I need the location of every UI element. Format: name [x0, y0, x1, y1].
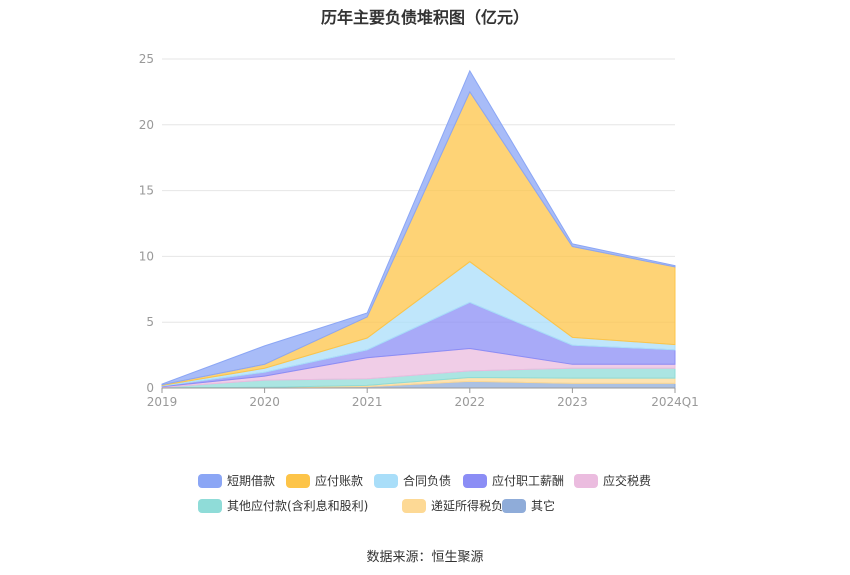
- legend-label: 其他应付款(含利息和股利): [227, 499, 369, 513]
- legend-label: 短期借款: [227, 474, 276, 488]
- y-tick-label: 15: [139, 184, 154, 198]
- legend-swatch: [463, 473, 487, 488]
- axes: 0 5 10 15 20 25 2019 2020 2021 2022 2023 2024Q1: [139, 52, 699, 409]
- legend-item[interactable]: 递延所得税负债: [402, 497, 515, 514]
- y-tick-label: 25: [139, 52, 154, 66]
- legend-item[interactable]: 其他应付款(含利息和股利): [198, 497, 368, 514]
- legend-swatch: [286, 473, 310, 488]
- legend-item[interactable]: 合同负债: [374, 472, 451, 489]
- x-tick-label: 2023: [557, 395, 588, 409]
- area-series: [161, 69, 676, 389]
- x-tick-label: 2020: [249, 395, 280, 409]
- y-tick-label: 0: [146, 381, 154, 395]
- legend-label: 递延所得税负债: [431, 499, 516, 513]
- area-短期借款: [161, 69, 676, 386]
- x-tick-label: 2021: [352, 395, 383, 409]
- legend-item[interactable]: 应付职工薪酬: [463, 472, 564, 489]
- legend-label: 应付账款: [315, 474, 364, 488]
- legend-label: 其它: [531, 499, 556, 513]
- y-tick-label: 20: [139, 118, 154, 132]
- x-tick-label: 2024Q1: [651, 395, 699, 409]
- x-tick-label: 2022: [455, 395, 486, 409]
- legend-item[interactable]: 短期借款: [198, 472, 275, 489]
- source-note: 数据来源：恒生聚源: [366, 550, 484, 565]
- legend-label: 应交税费: [603, 474, 652, 488]
- legend-item[interactable]: 其它: [502, 497, 555, 514]
- legend-swatch: [198, 498, 222, 513]
- chart-title: 历年主要负债堆积图（亿元）: [320, 8, 529, 27]
- legend-swatch: [574, 473, 598, 488]
- legend-label: 合同负债: [403, 474, 452, 488]
- y-tick-label: 10: [139, 249, 154, 263]
- y-tick-label: 5: [146, 315, 154, 329]
- legend-item[interactable]: 应付账款: [286, 472, 363, 489]
- legend-item[interactable]: 应交税费: [574, 472, 651, 489]
- legend-swatch: [374, 473, 398, 488]
- legend-label: 应付职工薪酬: [492, 474, 565, 488]
- legend-swatch: [502, 498, 526, 513]
- x-tick-label: 2019: [147, 395, 178, 409]
- legend-swatch: [402, 498, 426, 513]
- legend-swatch: [198, 473, 222, 488]
